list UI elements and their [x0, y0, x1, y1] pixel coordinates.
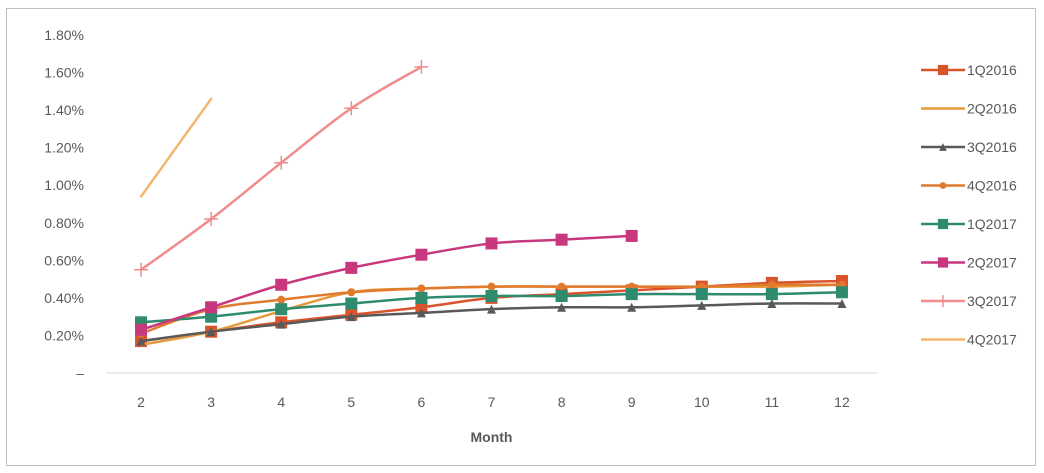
legend-label: 2Q2016 [967, 101, 1017, 117]
data-point [485, 290, 498, 303]
legend-item: 2Q2017 [921, 255, 1017, 271]
chart-frame [6, 8, 1036, 466]
data-point [487, 282, 496, 291]
y-tick-label: 0.80% [44, 215, 84, 231]
data-point [835, 286, 848, 299]
series-2Q2017 [135, 229, 638, 336]
data-point [277, 295, 286, 304]
legend-label: 4Q2016 [967, 178, 1017, 194]
legend-label: 2Q2017 [967, 255, 1017, 271]
data-point [765, 288, 778, 301]
series-4Q2017 [139, 97, 213, 198]
series-line [139, 97, 213, 198]
y-tick-label: 0.60% [44, 252, 84, 268]
data-point [555, 290, 568, 303]
data-point [695, 288, 708, 301]
data-point [274, 155, 289, 170]
data-point [487, 304, 496, 314]
y-tick-label: 0.40% [44, 290, 84, 306]
legend: 1Q2016 2Q2016 3Q2016 4Q2016 1Q2017 2Q2017 3Q20… [921, 62, 1017, 348]
data-point [346, 312, 356, 322]
data-point [937, 295, 949, 307]
data-point [347, 288, 356, 297]
data-point [415, 301, 428, 314]
series-line [139, 234, 633, 332]
legend-label: 1Q2016 [967, 62, 1017, 78]
data-point [939, 143, 947, 151]
legend-item: 3Q2016 [921, 139, 1017, 155]
data-point [415, 291, 428, 304]
x-axis: 2 3 4 5 6 7 8 9 10 11 12 [137, 394, 850, 410]
legend-item: 3Q2017 [921, 293, 1017, 309]
y-tick-label: 1.80% [44, 27, 84, 43]
data-point [275, 303, 288, 316]
data-point [557, 302, 567, 312]
x-axis-title: Month [471, 429, 513, 445]
y-tick-label: 1.00% [44, 177, 84, 193]
data-point [767, 280, 776, 289]
plot-area [134, 59, 848, 348]
data-point [625, 288, 638, 301]
x-tick-label: 11 [765, 394, 780, 410]
y-axis: – 0.20% 0.40% 0.60% 0.80% 1.00% 1.20% 1.40% 1.60… [44, 27, 84, 381]
data-point [937, 64, 949, 76]
x-tick-label: 3 [207, 394, 215, 410]
legend-item: 1Q2017 [921, 216, 1017, 232]
data-point [697, 300, 707, 310]
data-point [627, 302, 637, 312]
x-tick-label: 6 [418, 394, 426, 410]
legend-item: 4Q2017 [921, 332, 1017, 348]
legend-item: 4Q2016 [921, 178, 1017, 194]
x-tick-label: 2 [137, 394, 145, 410]
data-point [555, 233, 568, 246]
series-1Q2017 [135, 286, 848, 329]
legend-item: 1Q2016 [921, 62, 1017, 78]
data-point [416, 308, 426, 318]
series-3Q2016 [136, 299, 847, 346]
data-point [837, 299, 847, 309]
x-tick-label: 10 [694, 394, 710, 410]
data-point [485, 237, 498, 250]
x-tick-label: 9 [628, 394, 636, 410]
data-point [206, 327, 216, 337]
data-point [134, 262, 149, 277]
data-point [345, 297, 358, 310]
y-tick-label: 1.60% [44, 65, 84, 81]
data-point [205, 310, 218, 323]
y-tick-label: – [76, 365, 84, 381]
data-point [939, 182, 947, 189]
data-point [937, 257, 949, 268]
series-3Q2017 [134, 59, 429, 277]
data-point [276, 319, 286, 329]
data-point [557, 282, 566, 291]
data-point [136, 336, 146, 346]
x-tick-label: 8 [558, 394, 566, 410]
data-point [135, 323, 148, 336]
data-point [345, 261, 358, 274]
y-tick-label: 0.20% [44, 327, 84, 343]
x-tick-label: 5 [347, 394, 355, 410]
data-point [417, 284, 426, 293]
data-point [275, 278, 288, 291]
data-point [767, 299, 777, 309]
x-tick-label: 4 [277, 394, 285, 410]
x-tick-label: 7 [488, 394, 496, 410]
y-tick-label: 1.40% [44, 102, 84, 118]
data-point [415, 248, 428, 261]
x-tick-label: 12 [834, 394, 850, 410]
data-point [205, 301, 218, 314]
legend-label: 3Q2016 [967, 139, 1017, 155]
data-point [344, 101, 359, 116]
y-tick-label: 1.20% [44, 140, 84, 156]
data-point [414, 59, 429, 74]
legend-label: 3Q2017 [967, 293, 1017, 309]
data-point [204, 212, 219, 227]
legend-label: 1Q2017 [967, 216, 1017, 232]
legend-item: 2Q2016 [921, 101, 1017, 117]
data-point [937, 218, 949, 230]
legend-label: 4Q2017 [967, 332, 1017, 348]
data-point [625, 229, 638, 242]
